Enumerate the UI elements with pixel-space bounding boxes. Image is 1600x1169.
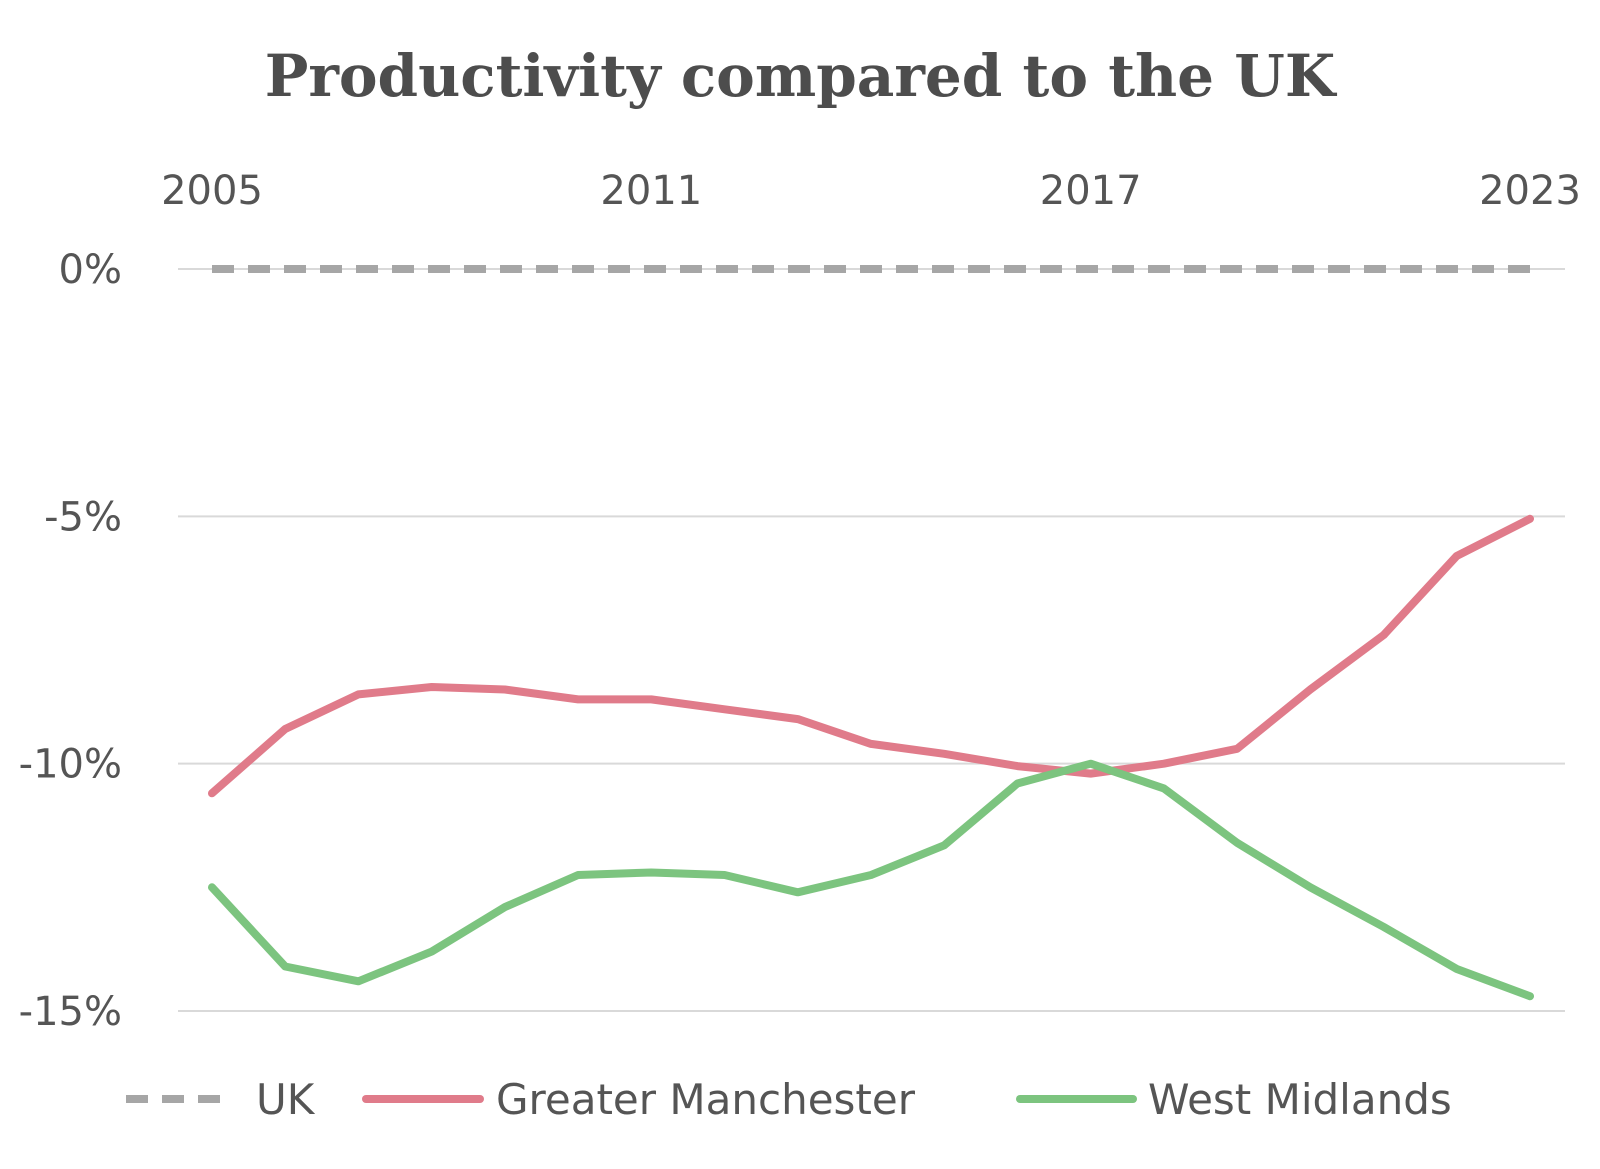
series-lines	[208, 265, 1534, 1001]
x-tick-label: 2023	[1479, 168, 1581, 214]
y-axis-ticks: 0% -5% -10% -15%	[19, 247, 122, 1035]
legend: UK Greater Manchester West Midlands	[126, 1075, 1452, 1124]
chart-title: Productivity compared to the UK	[265, 42, 1338, 110]
legend-label-greater-manchester: Greater Manchester	[496, 1075, 916, 1124]
x-axis-ticks: 2005 2011 2017 2023	[161, 168, 1581, 214]
x-tick-label: 2005	[161, 168, 263, 214]
series-line-greater-manchester	[208, 514, 1534, 798]
y-tick-label: -5%	[44, 494, 122, 540]
y-tick-label: -10%	[19, 742, 122, 788]
legend-label-uk: UK	[256, 1075, 316, 1124]
y-tick-label: 0%	[59, 247, 122, 293]
legend-label-west-midlands: West Midlands	[1148, 1075, 1452, 1124]
series-line-west-midlands	[208, 759, 1534, 1001]
x-tick-label: 2017	[1040, 168, 1142, 214]
x-tick-label: 2011	[600, 168, 702, 214]
y-tick-label: -15%	[19, 989, 122, 1035]
gridlines	[178, 268, 1565, 1012]
